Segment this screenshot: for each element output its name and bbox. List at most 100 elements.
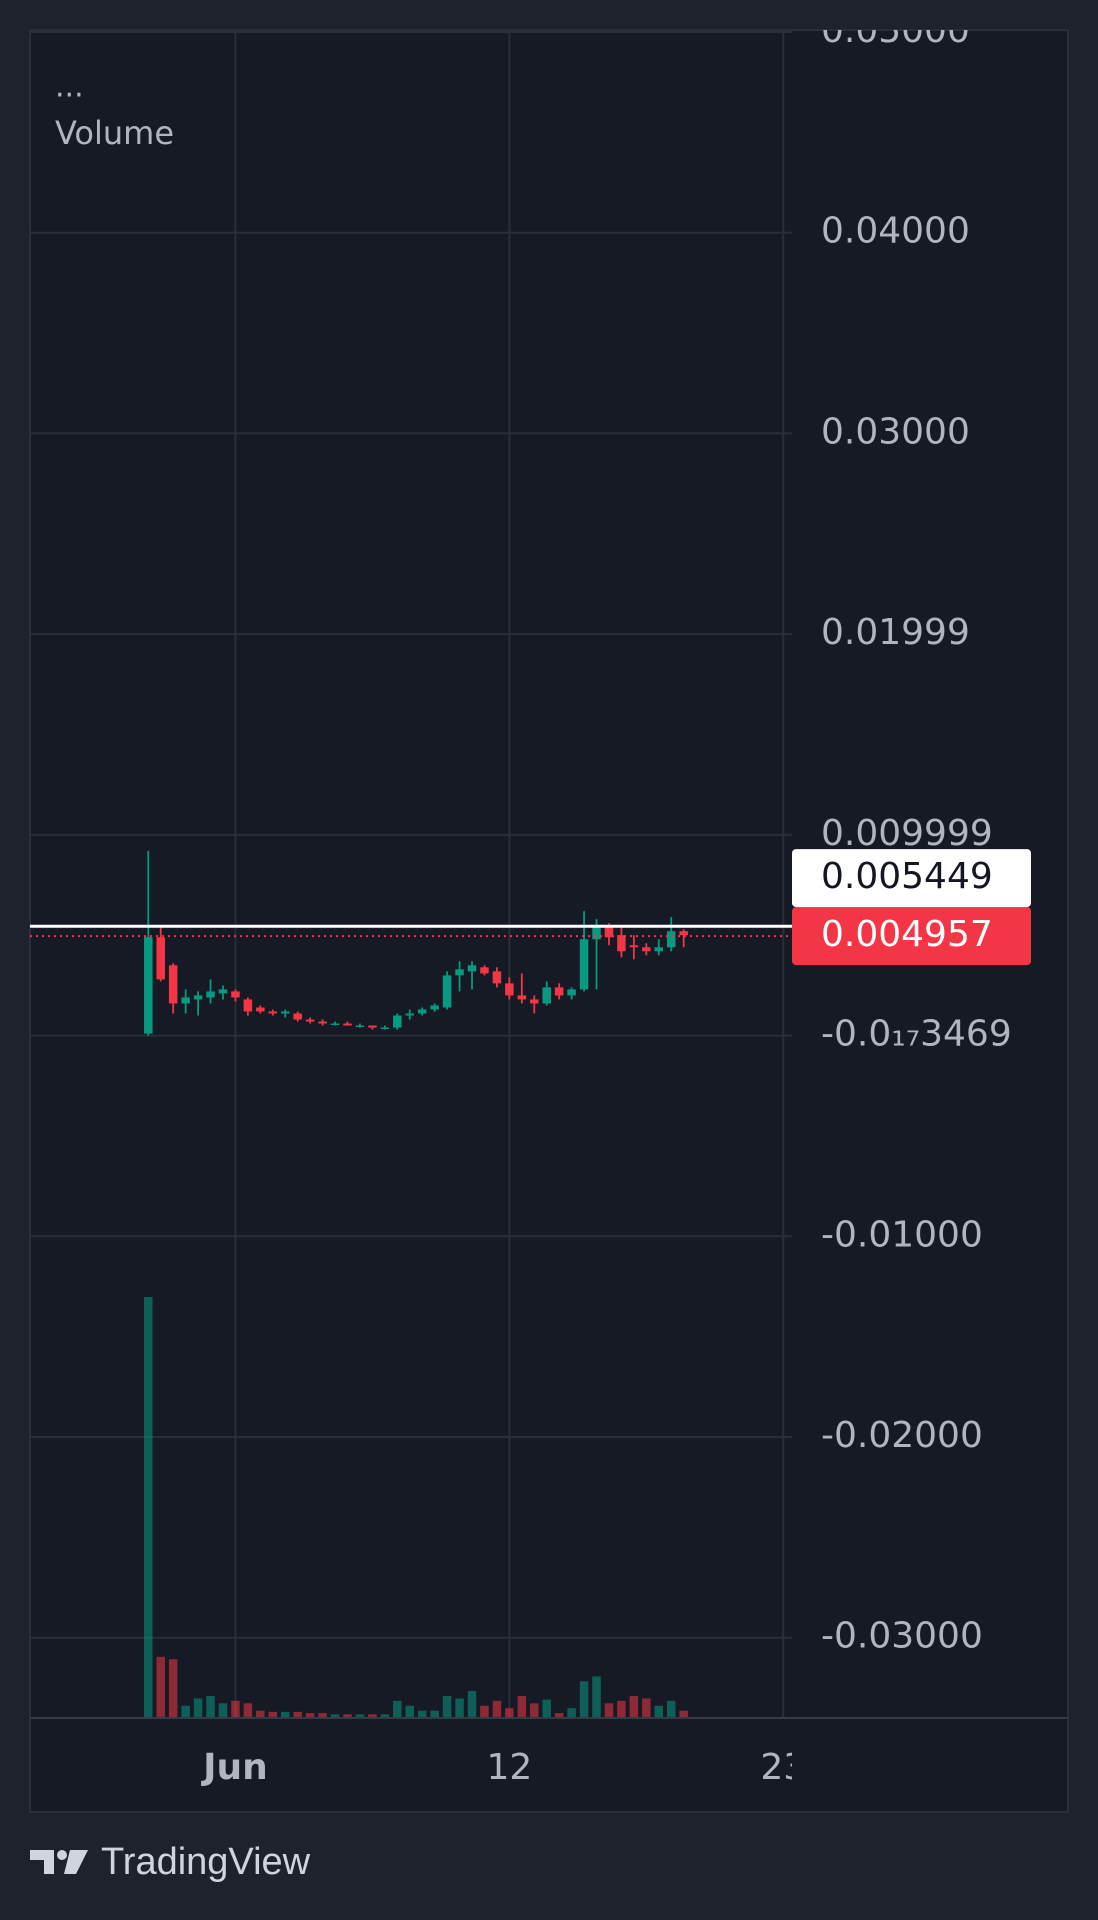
volume-bar	[567, 1708, 576, 1718]
volume-bar	[343, 1714, 352, 1718]
candle-body	[206, 991, 215, 998]
volume-bar	[168, 1659, 178, 1718]
logo	[30, 1850, 88, 1874]
candle-body	[330, 1023, 340, 1026]
y-tick-label: 0.01999	[821, 612, 970, 653]
volume-bar	[642, 1698, 651, 1718]
candle-body	[467, 965, 477, 972]
volume-bar	[393, 1700, 402, 1718]
volume-bar	[156, 1656, 165, 1718]
candle-body	[530, 999, 539, 1004]
x-tick-label: 23	[760, 1747, 806, 1788]
branding: TradingView	[101, 1841, 311, 1883]
y-tick-label: -0.02000	[821, 1415, 983, 1456]
volume-bar	[144, 1297, 153, 1718]
volume-bar	[193, 1698, 203, 1718]
candle-body	[480, 967, 489, 974]
candle-body	[654, 947, 664, 952]
candle-body	[567, 989, 576, 996]
candle-body	[368, 1025, 377, 1028]
volume-bar	[280, 1711, 290, 1718]
candle-body	[617, 935, 626, 952]
candle-body	[218, 989, 228, 994]
candle-body	[517, 995, 527, 1000]
candle-body	[144, 937, 153, 1034]
candle-body	[293, 1013, 302, 1020]
y-tick-label: 0.03000	[821, 411, 970, 452]
volume-bar	[243, 1703, 253, 1718]
y-tick-label: -0.01000	[821, 1214, 983, 1255]
volume-bar	[181, 1705, 190, 1718]
volume-bar	[368, 1714, 377, 1718]
volume-bar	[430, 1710, 439, 1718]
candle-body	[231, 991, 240, 998]
volume-bar	[330, 1714, 340, 1718]
candle-body	[666, 931, 676, 948]
candle-body	[642, 947, 651, 952]
volume-bar	[293, 1711, 302, 1718]
volume-bar	[268, 1711, 278, 1718]
candle-body	[405, 1013, 415, 1016]
volume-bar	[305, 1713, 315, 1718]
candle-body	[318, 1021, 327, 1024]
candle-body	[380, 1027, 390, 1030]
candle-body	[343, 1023, 352, 1026]
price-label: 0.004957	[821, 914, 993, 955]
candle-body	[305, 1019, 315, 1022]
candle-body	[455, 969, 464, 976]
volume-bar	[604, 1703, 614, 1718]
price-label-box	[792, 907, 1031, 966]
volume-bar	[592, 1676, 601, 1718]
candle-body	[492, 971, 502, 984]
candle-body	[542, 987, 551, 1004]
candle-body	[679, 931, 688, 936]
volume-bar	[455, 1698, 464, 1718]
candle-body	[268, 1011, 278, 1014]
candle-body	[193, 995, 203, 1000]
volume-bar	[617, 1700, 626, 1718]
volume-bar	[355, 1714, 365, 1718]
indicator-label: ...	[55, 70, 84, 105]
candle-body	[393, 1015, 402, 1028]
candle-body	[256, 1007, 265, 1012]
candle-body	[168, 965, 178, 1004]
volume-bar	[554, 1713, 564, 1718]
volume-bar	[417, 1710, 427, 1718]
volume-bar	[318, 1713, 327, 1718]
candle-body	[280, 1011, 290, 1014]
volume-bar	[542, 1699, 551, 1718]
volume-bar	[505, 1708, 514, 1718]
candle-body	[554, 987, 564, 996]
volume-bar	[231, 1700, 240, 1718]
candle-body	[505, 983, 514, 996]
volume-bar	[480, 1705, 489, 1718]
volume-bar	[666, 1700, 676, 1718]
candle-body	[442, 975, 452, 1008]
volume-bar	[679, 1710, 688, 1718]
volume-bar	[380, 1714, 390, 1718]
volume-bar	[256, 1710, 265, 1718]
candle-body	[417, 1009, 427, 1014]
candle-body	[579, 939, 589, 990]
volume-bar	[467, 1691, 477, 1718]
y-tick-label: -0.0₁₇3469	[821, 1014, 1012, 1055]
candle-body	[430, 1005, 439, 1010]
volume-label: Volume	[55, 114, 174, 152]
volume-bar	[530, 1703, 539, 1718]
volume-bar	[218, 1703, 228, 1718]
volume-bar	[442, 1695, 452, 1718]
y-tick-label: 0.05000	[821, 10, 970, 51]
x-tick-label: 12	[486, 1747, 532, 1788]
volume-bar	[654, 1705, 664, 1718]
x-tick-label: Jun	[200, 1747, 268, 1788]
candle-body	[355, 1025, 365, 1028]
y-tick-label: 0.04000	[821, 211, 970, 252]
volume-bar	[517, 1695, 527, 1718]
volume-bar	[629, 1695, 639, 1718]
candle-body	[604, 927, 614, 938]
price-label-box	[792, 849, 1031, 908]
y-tick-label: -0.03000	[821, 1616, 983, 1657]
candle-body	[243, 999, 253, 1012]
